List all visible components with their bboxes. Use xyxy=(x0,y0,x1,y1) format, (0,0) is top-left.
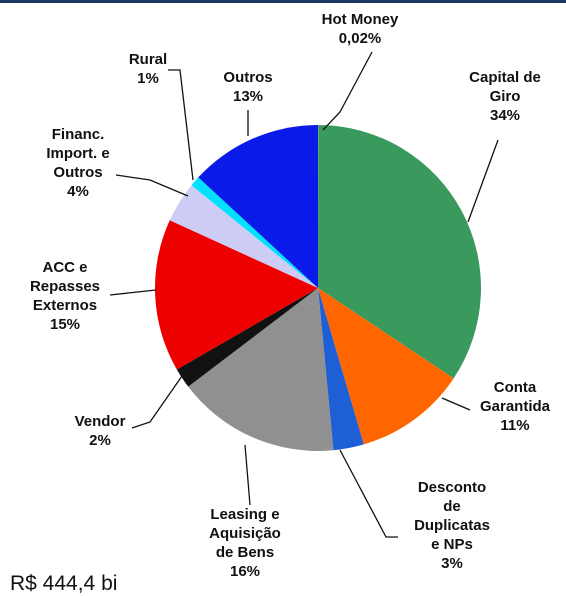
category-name: Hot Money xyxy=(321,11,399,28)
slice-label: Conta Garantida 11% xyxy=(440,378,566,435)
category-name: Conta Garantida xyxy=(479,379,551,415)
leader-line xyxy=(322,51,373,131)
value-label: 4% xyxy=(67,183,89,200)
slice-label: Rural 1% xyxy=(73,50,223,88)
slice-label: Leasing e Aquisição de Bens 16% xyxy=(170,505,320,581)
leader-line xyxy=(244,444,251,506)
category-name: Leasing e Aquisição de Bens xyxy=(209,506,281,561)
category-name: Outros xyxy=(223,69,273,86)
value-label: 1% xyxy=(137,70,159,87)
pie-slice xyxy=(191,177,318,288)
slice-label: Outros 13% xyxy=(173,68,323,106)
leader-line xyxy=(115,174,189,197)
category-name: Capital de Giro xyxy=(469,69,541,105)
pie-slice xyxy=(318,288,364,451)
category-name: ACC e Repasses Externos xyxy=(29,259,101,314)
leader-line xyxy=(109,289,157,296)
category-name: Vendor xyxy=(74,413,126,430)
value-label: 16% xyxy=(229,563,261,580)
pie-slice xyxy=(169,185,318,288)
value-label: 11% xyxy=(500,417,530,434)
leader-line xyxy=(131,375,183,429)
value-label: 3% xyxy=(441,555,463,572)
value-label: 15% xyxy=(49,316,81,333)
value-label: 0,02% xyxy=(338,30,382,47)
pie-slice xyxy=(154,220,318,370)
category-name: Financ. Import. e Outros xyxy=(46,126,110,181)
value-label: 2% xyxy=(89,432,111,449)
value-label: 13% xyxy=(232,88,264,105)
leader-line xyxy=(467,139,499,223)
slice-label: Financ. Import. e Outros 4% xyxy=(3,125,153,201)
pie-slice xyxy=(176,288,318,387)
slice-label: ACC e Repasses Externos 15% xyxy=(0,258,140,334)
total-annotation: R$ 444,4 bi xyxy=(10,572,118,595)
top-border xyxy=(0,0,566,3)
pie-slice xyxy=(318,125,481,379)
slice-label: Hot Money 0,02% xyxy=(285,10,435,48)
pie-slice xyxy=(188,288,334,451)
value-label: 34% xyxy=(489,107,521,124)
category-name: Desconto de Duplicatas e NPs xyxy=(414,479,490,553)
leader-line xyxy=(168,69,194,181)
leader-line xyxy=(339,449,398,538)
category-name: Rural xyxy=(128,51,168,68)
slice-label: Vendor 2% xyxy=(25,412,175,450)
slice-label: Capital de Giro 34% xyxy=(430,68,566,125)
pie-slice xyxy=(198,125,318,288)
pie-slice xyxy=(318,288,454,445)
leader-line xyxy=(441,397,471,411)
slice-label: Desconto de Duplicatas e NPs 3% xyxy=(377,478,527,573)
